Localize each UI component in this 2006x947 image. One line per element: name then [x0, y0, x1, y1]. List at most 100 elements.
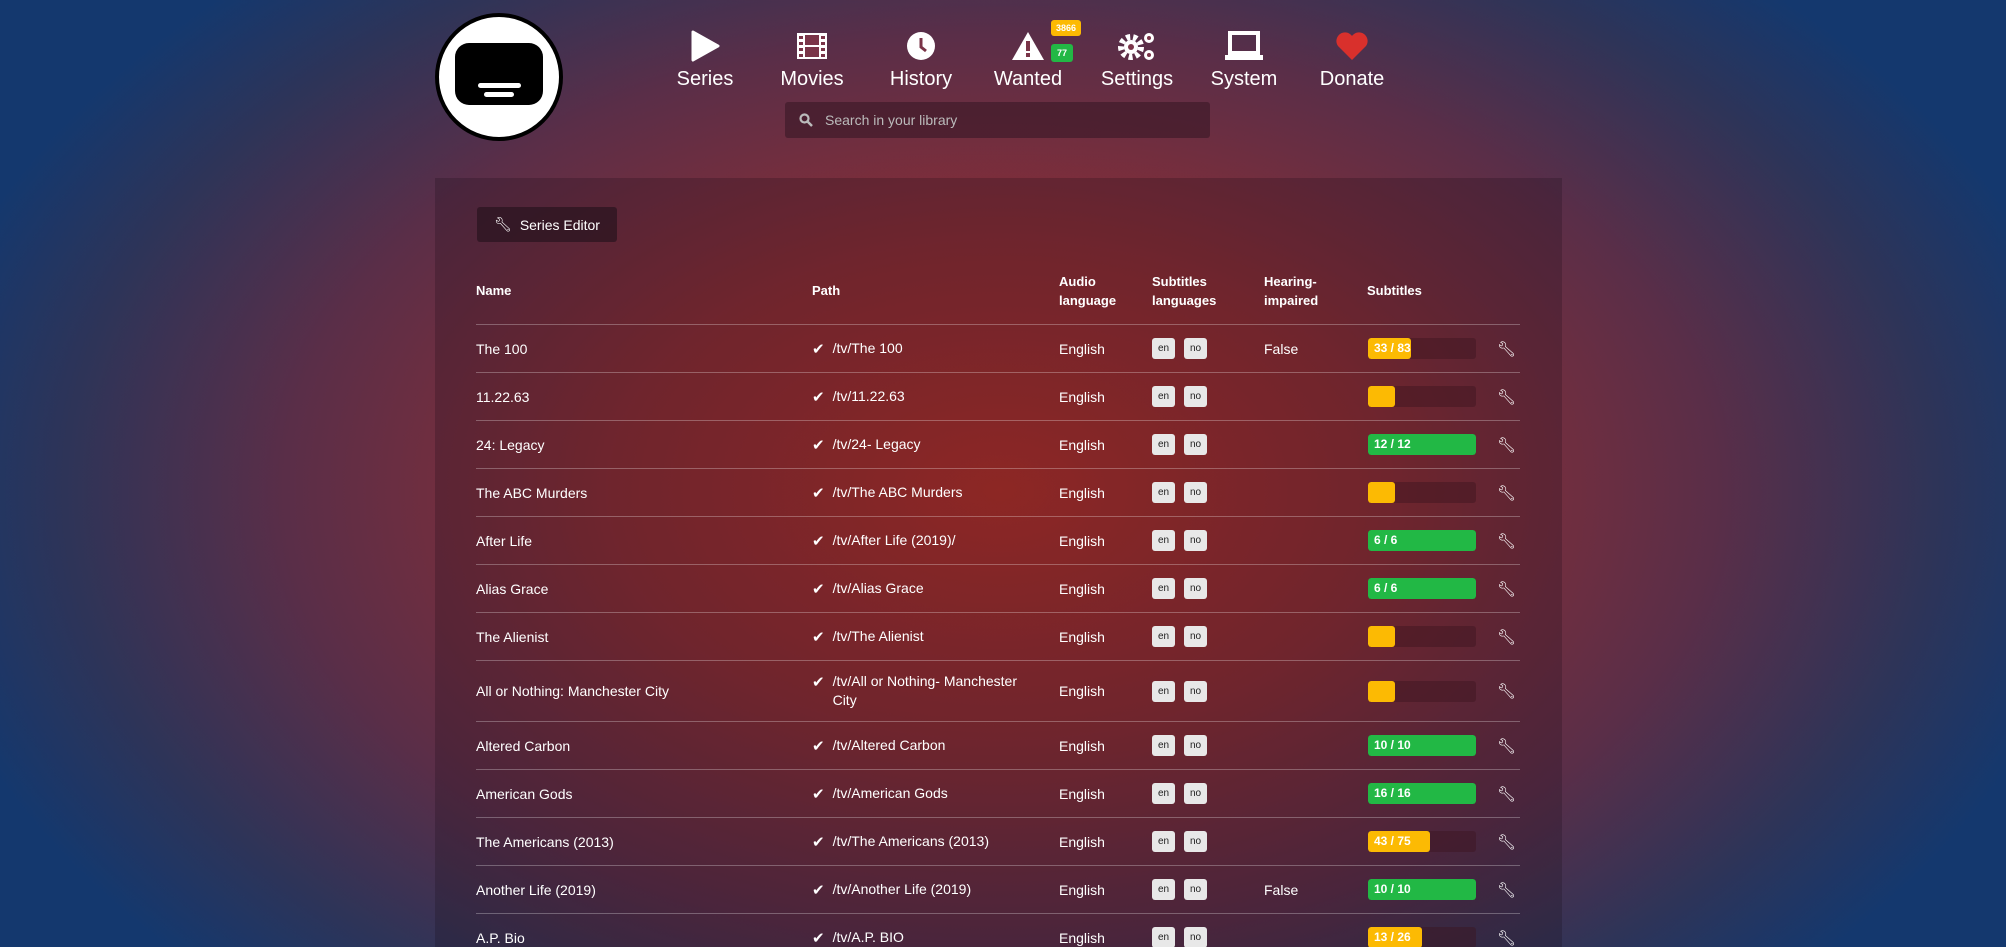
edit-series-wrench-icon[interactable]: 🔧︎ — [1497, 785, 1517, 803]
table-row: The Alienist ✔ /tv/The Alienist English e… — [476, 612, 1520, 660]
check-icon: ✔ — [812, 532, 825, 550]
edit-series-wrench-icon[interactable]: 🔧︎ — [1497, 737, 1517, 755]
subtitle-language-tag: no — [1184, 831, 1207, 852]
check-icon: ✔ — [812, 737, 825, 755]
bazarr-logo[interactable] — [435, 13, 563, 141]
audio-language: English — [1059, 388, 1105, 405]
edit-series-wrench-icon[interactable]: 🔧︎ — [1497, 532, 1517, 550]
subtitles-progress-bar — [1368, 482, 1476, 503]
subtitles-progress-label: 10 / 10 — [1374, 882, 1411, 896]
edit-series-wrench-icon[interactable]: 🔧︎ — [1497, 436, 1517, 454]
subtitles-progress-label: 12 / 12 — [1374, 437, 1411, 451]
edit-series-wrench-icon[interactable]: 🔧︎ — [1497, 484, 1517, 502]
subtitle-language-tag: no — [1184, 482, 1207, 503]
subtitle-language-tag: no — [1184, 735, 1207, 756]
series-name-link[interactable]: The ABC Murders — [476, 484, 588, 501]
table-row: All or Nothing: Manchester City ✔ /tv/All… — [476, 660, 1520, 721]
series-name-link[interactable]: American Gods — [476, 785, 573, 802]
audio-language: English — [1059, 881, 1105, 898]
series-name-link[interactable]: Alias Grace — [476, 580, 549, 597]
subtitles-progress-bar: 6 / 6 — [1368, 578, 1476, 599]
series-path: /tv/Alias Grace — [832, 580, 924, 596]
nav-wanted[interactable]: Wanted 3866 77 — [973, 20, 1083, 91]
search-icon — [799, 113, 813, 127]
audio-language: English — [1059, 683, 1105, 699]
series-name-link[interactable]: 11.22.63 — [476, 388, 530, 405]
audio-language: English — [1059, 785, 1105, 802]
series-name-link[interactable]: All or Nothing: Manchester City — [476, 683, 669, 699]
edit-series-wrench-icon[interactable]: 🔧︎ — [1497, 628, 1517, 646]
table-row: 11.22.63 ✔ /tv/11.22.63 English en no 🔧︎ — [476, 372, 1520, 420]
series-path: /tv/Another Life (2019) — [832, 881, 972, 897]
table-row: American Gods ✔ /tv/American Gods English… — [476, 769, 1520, 817]
nav-label: History — [889, 68, 953, 90]
series-name-link[interactable]: Another Life (2019) — [476, 881, 596, 898]
warning-icon — [973, 28, 1083, 64]
subtitles-progress-label: 33 / 83 — [1374, 341, 1411, 355]
laptop-icon — [1189, 28, 1299, 64]
table-row: The Americans (2013) ✔ /tv/The Americans … — [476, 817, 1520, 865]
audio-language: English — [1059, 833, 1105, 850]
edit-series-wrench-icon[interactable]: 🔧︎ — [1497, 683, 1517, 700]
subtitle-language-tag: en — [1152, 831, 1175, 852]
edit-series-wrench-icon[interactable]: 🔧︎ — [1497, 388, 1517, 406]
search-box[interactable] — [785, 102, 1210, 138]
gears-icon — [1082, 28, 1192, 64]
subtitle-language-tag: no — [1184, 530, 1207, 551]
series-path: /tv/11.22.63 — [832, 388, 905, 404]
subtitle-language-tag: en — [1152, 338, 1175, 359]
series-path: /tv/The ABC Murders — [832, 484, 963, 500]
edit-series-wrench-icon[interactable]: 🔧︎ — [1497, 881, 1517, 899]
subtitles-progress-bar — [1368, 386, 1476, 407]
subtitle-language-tag: en — [1152, 626, 1175, 647]
subtitles-progress-bar: 43 / 75 — [1368, 831, 1476, 852]
subtitle-language-tag: no — [1184, 680, 1207, 702]
edit-series-wrench-icon[interactable]: 🔧︎ — [1497, 833, 1517, 851]
check-icon: ✔ — [812, 929, 825, 947]
subtitle-language-tag: en — [1152, 783, 1175, 804]
series-name-link[interactable]: A.P. Bio — [476, 929, 525, 946]
subtitles-progress-bar: 12 / 12 — [1368, 434, 1476, 455]
subtitle-language-tag: en — [1152, 482, 1175, 503]
series-name-link[interactable]: Altered Carbon — [476, 737, 571, 754]
hearing-impaired: False — [1264, 881, 1299, 898]
heart-icon — [1297, 28, 1407, 64]
search-input[interactable] — [825, 112, 1185, 128]
series-name-link[interactable]: The Americans (2013) — [476, 833, 614, 850]
series-name-link[interactable]: The 100 — [476, 340, 528, 357]
check-icon: ✔ — [812, 833, 825, 851]
clock-icon — [866, 28, 976, 64]
nav-label: Movies — [780, 68, 844, 90]
audio-language: English — [1059, 580, 1105, 597]
subtitle-language-tag: en — [1152, 735, 1175, 756]
table-row: After Life ✔ /tv/After Life (2019)/ Engli… — [476, 516, 1520, 564]
series-path: /tv/American Gods — [832, 785, 948, 801]
table-row: A.P. Bio ✔ /tv/A.P. BIO English en no 13 /… — [476, 913, 1520, 947]
check-icon: ✔ — [812, 484, 825, 502]
subtitle-language-tag: en — [1152, 927, 1175, 947]
edit-series-wrench-icon[interactable]: 🔧︎ — [1497, 929, 1517, 947]
nav-history[interactable]: History — [866, 28, 976, 91]
check-icon: ✔ — [812, 881, 825, 899]
series-name-link[interactable]: The Alienist — [476, 628, 549, 645]
series-editor-button[interactable]: 🔧︎ Series Editor — [477, 207, 617, 242]
nav-label: System — [1210, 68, 1278, 90]
subtitle-language-tag: en — [1152, 680, 1175, 702]
subtitles-progress-bar — [1368, 626, 1476, 647]
subtitle-language-tag: en — [1152, 530, 1175, 551]
edit-series-wrench-icon[interactable]: 🔧︎ — [1497, 580, 1517, 598]
nav-donate[interactable]: Donate — [1297, 28, 1407, 91]
series-path: /tv/24- Legacy — [832, 436, 921, 452]
series-path: /tv/The 100 — [832, 340, 903, 356]
subtitles-progress-bar — [1368, 680, 1476, 702]
series-name-link[interactable]: 24: Legacy — [476, 436, 545, 453]
subtitles-progress-bar: 16 / 16 — [1368, 783, 1476, 804]
nav-movies[interactable]: Movies — [757, 28, 867, 91]
nav-settings[interactable]: Settings — [1082, 28, 1192, 91]
nav-series[interactable]: Series — [650, 28, 760, 91]
series-path: /tv/After Life (2019)/ — [832, 532, 956, 548]
nav-system[interactable]: System — [1189, 28, 1299, 91]
nav-label: Series — [676, 68, 734, 90]
series-name-link[interactable]: After Life — [476, 532, 533, 549]
edit-series-wrench-icon[interactable]: 🔧︎ — [1497, 340, 1517, 358]
